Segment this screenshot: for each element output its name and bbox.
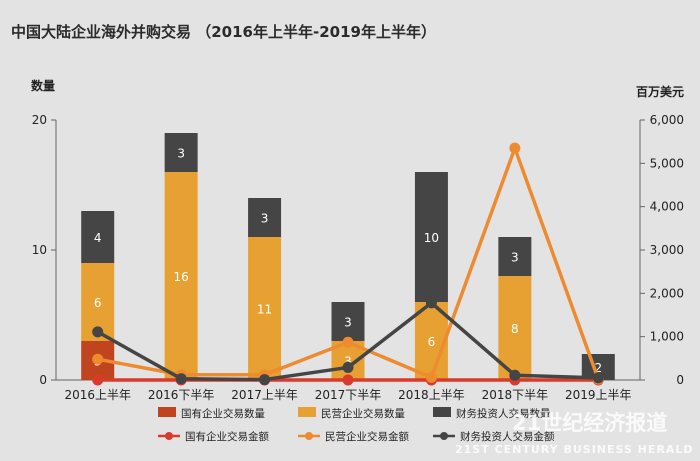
y-tick-label: 0 xyxy=(39,373,47,387)
chart-title: 中国大陆企业海外并购交易 （2016年上半年-2019年上半年） xyxy=(11,23,436,41)
y2-tick-label: 6,000 xyxy=(650,113,684,127)
series-point xyxy=(342,374,354,386)
x-tick-label: 2019上半年 xyxy=(565,388,632,402)
series-point xyxy=(342,361,354,373)
bars: 36416311333610832 xyxy=(81,133,615,380)
series-point xyxy=(509,369,521,381)
legend-label: 民营企业交易金额 xyxy=(325,430,409,443)
bar-segment xyxy=(498,237,532,276)
bar-segment xyxy=(248,198,282,237)
legend-marker xyxy=(440,432,448,440)
x-tick-label: 2016下半年 xyxy=(148,388,215,402)
bar-data-label: 3 xyxy=(344,355,352,369)
series-point xyxy=(425,297,437,309)
y2-axis-title: 百万美元 xyxy=(636,84,684,99)
bar-segment xyxy=(414,172,448,302)
bar-segment xyxy=(248,237,282,380)
bar-segment xyxy=(414,302,448,380)
legend-swatch xyxy=(433,407,451,417)
x-tick-label: 2017上半年 xyxy=(231,388,298,402)
legend-label: 财务投资人交易金额 xyxy=(460,430,555,443)
series-point xyxy=(175,373,187,385)
y2-tick-label: 1,000 xyxy=(650,330,684,344)
series-point xyxy=(92,326,104,338)
series-point xyxy=(259,374,271,386)
series-point xyxy=(592,372,604,384)
watermark-line1: 21世纪经济报道 xyxy=(512,411,667,435)
bar-data-label: 3 xyxy=(344,316,352,330)
bar-data-label: 3 xyxy=(511,251,519,265)
bar-data-label: 6 xyxy=(94,296,102,310)
bar-data-label: 16 xyxy=(174,270,189,284)
x-tick-label: 2017下半年 xyxy=(315,388,382,402)
bar-data-label: 4 xyxy=(94,231,102,245)
bar-segment xyxy=(164,172,198,380)
series-point xyxy=(342,336,354,348)
bar-data-label: 8 xyxy=(511,322,519,336)
watermark-line2: 21ST CENTURY BUSINESS HERALD xyxy=(455,443,694,456)
legend-label: 财务投资人交易数量 xyxy=(456,407,551,420)
legend-marker xyxy=(165,432,173,440)
y-axis-title: 数量 xyxy=(31,78,55,93)
bar-data-label: 6 xyxy=(428,335,436,349)
bar-segment xyxy=(164,133,198,172)
bar-segment xyxy=(81,211,115,263)
legend-label: 民营企业交易数量 xyxy=(321,407,405,420)
lines xyxy=(92,142,604,386)
y-tick-label: 10 xyxy=(32,243,47,257)
bar-data-label: 3 xyxy=(177,147,185,161)
legend-marker xyxy=(305,432,313,440)
x-tick-label: 2018下半年 xyxy=(482,388,549,402)
series-point xyxy=(92,353,104,365)
y2-tick-label: 3,000 xyxy=(650,243,684,257)
bar-data-label: 11 xyxy=(257,303,272,317)
series-point xyxy=(92,374,104,386)
y-tick-label: 20 xyxy=(32,113,47,127)
bar-segment xyxy=(331,302,365,341)
x-tick-label: 2018上半年 xyxy=(398,388,465,402)
series-point xyxy=(509,142,521,154)
bar-data-label: 10 xyxy=(424,231,439,245)
y2-tick-label: 5,000 xyxy=(650,156,684,170)
legend-swatch xyxy=(298,407,316,417)
x-tick-label: 2016上半年 xyxy=(64,388,131,402)
y2-tick-label: 2,000 xyxy=(650,286,684,300)
legend-label: 国有企业交易数量 xyxy=(181,407,265,420)
series-point xyxy=(425,371,437,383)
bar-data-label: 2 xyxy=(594,361,602,375)
legend-swatch xyxy=(158,407,176,417)
bar-segment xyxy=(498,276,532,380)
y2-tick-label: 4,000 xyxy=(650,200,684,214)
bar-data-label: 3 xyxy=(261,212,269,226)
watermark: 21世纪经济报道 21ST CENTURY BUSINESS HERALD xyxy=(455,411,694,456)
legend-label: 国有企业交易金额 xyxy=(185,430,269,443)
x-tick-labels: 2016上半年 2016下半年 2017上半年 2017下半年 2018上半年 2018下… xyxy=(64,388,631,402)
y2-tick-label: 0 xyxy=(676,373,684,387)
